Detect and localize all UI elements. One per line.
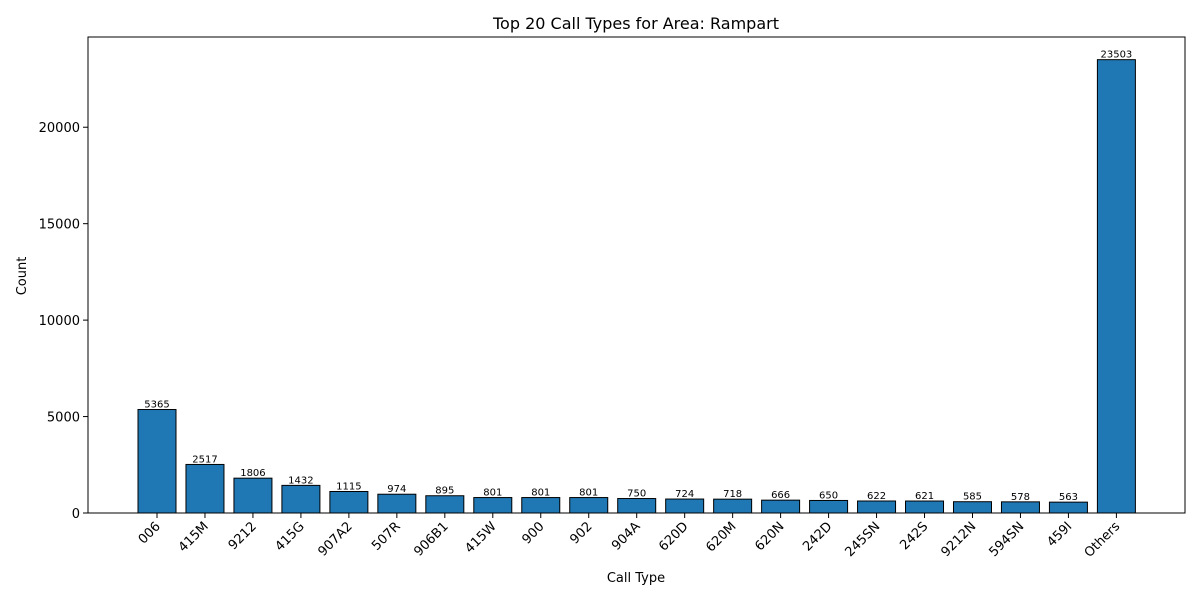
y-axis-label: Count — [15, 257, 30, 296]
bar — [665, 498, 705, 514]
bar-value-label: 801 — [531, 488, 550, 499]
x-tick-label: 415W — [462, 519, 499, 556]
x-tick-label: 507R — [369, 519, 404, 554]
y-tick-label: 10000 — [39, 314, 80, 329]
y-tick-label: 0 — [72, 507, 80, 522]
bar-value-label: 1806 — [240, 468, 265, 479]
bar — [857, 500, 897, 514]
bar-value-label: 801 — [579, 488, 598, 499]
bar-value-label: 974 — [387, 484, 406, 495]
bar-value-label: 585 — [963, 492, 982, 503]
chart-title: Top 20 Call Types for Area: Rampart — [492, 14, 779, 33]
bar-value-label: 2517 — [192, 454, 217, 465]
bar — [521, 497, 561, 514]
bar-value-label: 895 — [435, 486, 454, 497]
x-tick-label: 9212 — [226, 519, 260, 553]
bar — [137, 409, 177, 514]
bar — [281, 484, 321, 514]
x-tick-label: 9212N — [938, 519, 979, 560]
x-tick-label: 906B1 — [411, 519, 451, 559]
bar — [1048, 501, 1088, 514]
x-axis-label: Call Type — [607, 571, 665, 586]
x-tick-label: 245SN — [843, 519, 884, 560]
x-tick-label: 907A2 — [315, 519, 355, 559]
bars-group — [137, 59, 1136, 514]
bar-value-label: 622 — [867, 491, 886, 502]
bar — [761, 499, 801, 514]
bar-value-label: 1115 — [336, 481, 361, 492]
x-tick-label: 242S — [897, 519, 931, 553]
bar — [185, 463, 225, 514]
bar-value-label: 650 — [819, 490, 838, 501]
bar — [329, 490, 369, 514]
x-tick-label: 006 — [136, 519, 164, 547]
bar-value-label: 5365 — [144, 400, 169, 411]
bar-value-label: 750 — [627, 489, 646, 500]
bar — [713, 498, 753, 514]
bar — [905, 500, 945, 514]
x-tick-label: 242D — [800, 519, 835, 554]
bar-value-label: 563 — [1059, 492, 1078, 503]
bar — [617, 498, 657, 514]
x-tick-label: 415M — [176, 519, 212, 555]
bar — [1000, 501, 1040, 514]
x-tick-label: 904A — [609, 519, 644, 554]
x-tick-label: 900 — [519, 519, 547, 547]
y-tick-label: 5000 — [47, 411, 80, 426]
bar-value-label: 23503 — [1100, 50, 1132, 61]
bar-value-label: 666 — [771, 490, 790, 501]
y-tick-label: 20000 — [39, 121, 80, 136]
bar — [425, 495, 465, 514]
x-tick-label: 594SN — [986, 519, 1027, 560]
x-tick-label: 620M — [703, 519, 739, 555]
data-labels-group: 5365 2517 1806 1432 1115 974 895 801 801 801 750 72… — [144, 50, 1132, 503]
x-axis: 006 415M 9212 415G 907A2 507R 906B1 415W 900 902 9… — [136, 513, 1124, 561]
bar-value-label: 718 — [723, 489, 742, 500]
y-axis: 0 5000 10000 15000 20000 — [39, 121, 88, 522]
x-tick-label: 620N — [752, 519, 787, 554]
bar — [473, 497, 513, 514]
plot-frame — [87, 36, 1186, 514]
x-tick-label: 620D — [656, 519, 691, 554]
bar-value-label: 621 — [915, 491, 934, 502]
bar — [233, 477, 273, 514]
x-tick-label: 459I — [1044, 519, 1075, 550]
bar-value-label: 724 — [675, 489, 694, 500]
y-tick-label: 15000 — [39, 218, 80, 233]
bar-value-label: 578 — [1011, 492, 1030, 503]
bar — [1096, 59, 1136, 514]
bar — [569, 497, 609, 514]
x-tick-label: Others — [1082, 519, 1124, 561]
x-tick-label: 902 — [567, 519, 595, 547]
bar — [377, 493, 417, 514]
bar-value-label: 801 — [483, 488, 502, 499]
bar — [952, 501, 992, 514]
x-tick-label: 415G — [272, 519, 307, 554]
bar-value-label: 1432 — [288, 475, 313, 486]
bar — [809, 499, 849, 514]
